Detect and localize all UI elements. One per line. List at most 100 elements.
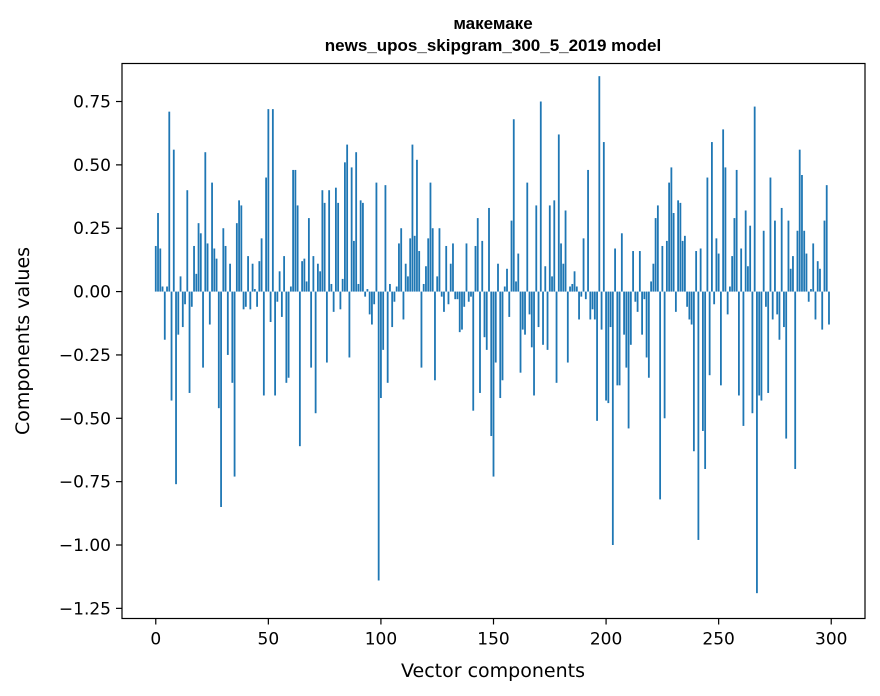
- bar-54: [276, 291, 279, 302]
- bar-251: [720, 291, 722, 386]
- bar-24: [208, 291, 211, 325]
- bar-276: [776, 291, 779, 315]
- bar-267: [756, 291, 758, 594]
- bar-188: [578, 291, 580, 320]
- bar-14: [186, 190, 189, 292]
- bar-35: [233, 291, 236, 477]
- bar-36: [235, 223, 238, 292]
- bar-82: [339, 291, 342, 310]
- bar-241: [697, 291, 700, 540]
- y-axis-label: Components values: [12, 247, 34, 435]
- bar-248: [713, 291, 716, 305]
- bar-164: [524, 291, 526, 335]
- y-tick-label: 0.75: [73, 93, 111, 113]
- bar-202: [609, 291, 612, 328]
- bar-181: [562, 263, 565, 292]
- bar-160: [515, 281, 517, 292]
- bar-295: [819, 268, 821, 292]
- bar-196: [596, 291, 598, 421]
- y-tick-label: −1.00: [59, 536, 111, 556]
- bar-10: [177, 291, 180, 335]
- bar-73: [319, 271, 322, 292]
- bar-171: [539, 101, 542, 292]
- bar-258: [735, 169, 738, 292]
- bar-210: [627, 291, 630, 429]
- bar-99: [377, 291, 380, 581]
- bar-19: [197, 223, 200, 292]
- bar-226: [663, 291, 666, 419]
- bar-218: [645, 291, 648, 358]
- bar-144: [479, 291, 481, 393]
- bar-42: [249, 291, 252, 310]
- bar-192: [587, 169, 589, 292]
- bar-158: [510, 220, 513, 292]
- x-tick-label: 250: [702, 630, 734, 650]
- bar-97: [373, 291, 376, 305]
- bar-84: [344, 162, 346, 292]
- bar-65: [301, 261, 304, 292]
- bar-213: [634, 291, 637, 302]
- bar-219: [647, 291, 650, 378]
- bar-288: [803, 230, 806, 292]
- bar-70: [312, 256, 315, 292]
- bar-170: [537, 291, 540, 328]
- bar-135: [458, 291, 461, 333]
- bar-289: [805, 253, 808, 292]
- bar-7: [170, 291, 173, 401]
- bar-49: [265, 177, 267, 292]
- bar-255: [729, 286, 731, 292]
- bar-3: [161, 286, 164, 292]
- bar-212: [632, 251, 634, 292]
- bar-224: [659, 291, 662, 500]
- bar-44: [253, 289, 256, 292]
- bar-194: [591, 291, 594, 310]
- bar-215: [638, 251, 641, 292]
- bar-186: [573, 271, 576, 292]
- bar-93: [364, 291, 367, 297]
- bar-150: [492, 291, 495, 477]
- bar-254: [726, 291, 729, 315]
- bar-136: [461, 291, 463, 330]
- bar-206: [618, 291, 621, 386]
- bar-61: [292, 169, 295, 292]
- bar-47: [260, 238, 263, 292]
- bar-119: [422, 283, 425, 292]
- bar-88: [353, 240, 355, 292]
- bar-121: [427, 238, 430, 292]
- bar-59: [287, 291, 290, 378]
- bar-216: [641, 291, 643, 335]
- bar-77: [328, 190, 331, 292]
- bar-296: [821, 291, 824, 330]
- bar-66: [303, 258, 306, 292]
- bar-152: [497, 263, 499, 292]
- bar-134: [456, 291, 459, 300]
- bar-95: [368, 291, 371, 315]
- bar-277: [778, 291, 781, 340]
- bar-294: [816, 261, 819, 292]
- bar-297: [823, 220, 826, 292]
- bar-130: [447, 291, 450, 305]
- bar-9: [175, 291, 177, 485]
- bar-116: [416, 159, 418, 292]
- y-tick-label: 0.25: [73, 219, 111, 239]
- bar-203: [611, 291, 614, 545]
- bar-191: [584, 291, 587, 300]
- bar-155: [503, 286, 506, 292]
- bar-123: [431, 228, 434, 292]
- bar-4: [163, 291, 166, 340]
- bar-5: [166, 286, 168, 292]
- bar-92: [362, 202, 364, 292]
- bar-265: [751, 291, 754, 414]
- bar-274: [771, 291, 774, 320]
- bar-166: [528, 291, 531, 315]
- bar-45: [256, 291, 258, 307]
- bar-33: [229, 263, 231, 292]
- bar-283: [792, 256, 794, 292]
- bar-12: [181, 291, 184, 328]
- bar-128: [443, 291, 445, 312]
- bar-30: [222, 228, 225, 292]
- bar-41: [247, 256, 249, 292]
- bar-233: [679, 202, 682, 292]
- y-tick-label: −0.50: [59, 409, 111, 429]
